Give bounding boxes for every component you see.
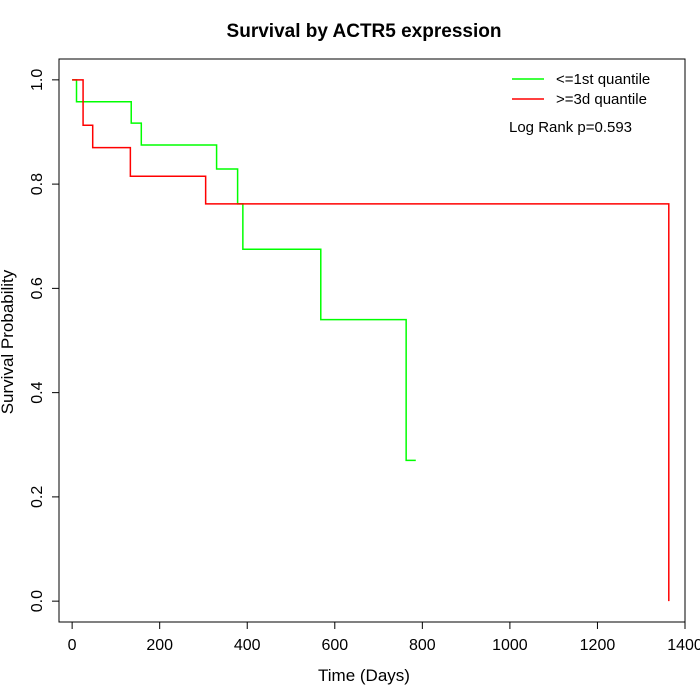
x-tick-label: 200: [146, 637, 173, 654]
series-line-2: [72, 79, 670, 602]
legend-label-2: >=3d quantile: [556, 91, 647, 108]
series-line-1: [72, 79, 416, 462]
y-tick-label: 0.4: [29, 381, 46, 403]
x-axis: 0 200 400 600 800 1000 1200 1400: [68, 621, 700, 654]
x-tick-label: 1200: [580, 637, 616, 654]
x-axis-label: Time (Days): [318, 666, 410, 685]
y-axis: 0.0 0.2 0.4 0.6 0.8 1.0: [29, 69, 60, 612]
y-tick-label: 1.0: [29, 69, 46, 91]
y-tick-label: 0.8: [29, 173, 46, 195]
x-tick-label: 1000: [492, 637, 528, 654]
plot-frame: [58, 58, 686, 623]
y-tick-label: 0.6: [29, 277, 46, 299]
series-layer: [72, 79, 670, 602]
y-tick-label: 0.0: [29, 590, 46, 612]
legend: <=1st quantile >=3d quantile: [512, 71, 650, 108]
legend-label-1: <=1st quantile: [556, 71, 650, 88]
chart-title: Survival by ACTR5 expression: [227, 21, 502, 42]
x-tick-label: 1400: [667, 637, 700, 654]
x-tick-label: 600: [321, 637, 348, 654]
x-tick-label: 800: [409, 637, 436, 654]
log-rank-annotation: Log Rank p=0.593: [509, 119, 632, 136]
x-tick-label: 400: [234, 637, 261, 654]
y-axis-label: Survival Probability: [0, 269, 17, 414]
x-tick-label: 0: [68, 637, 77, 654]
y-tick-label: 0.2: [29, 486, 46, 508]
